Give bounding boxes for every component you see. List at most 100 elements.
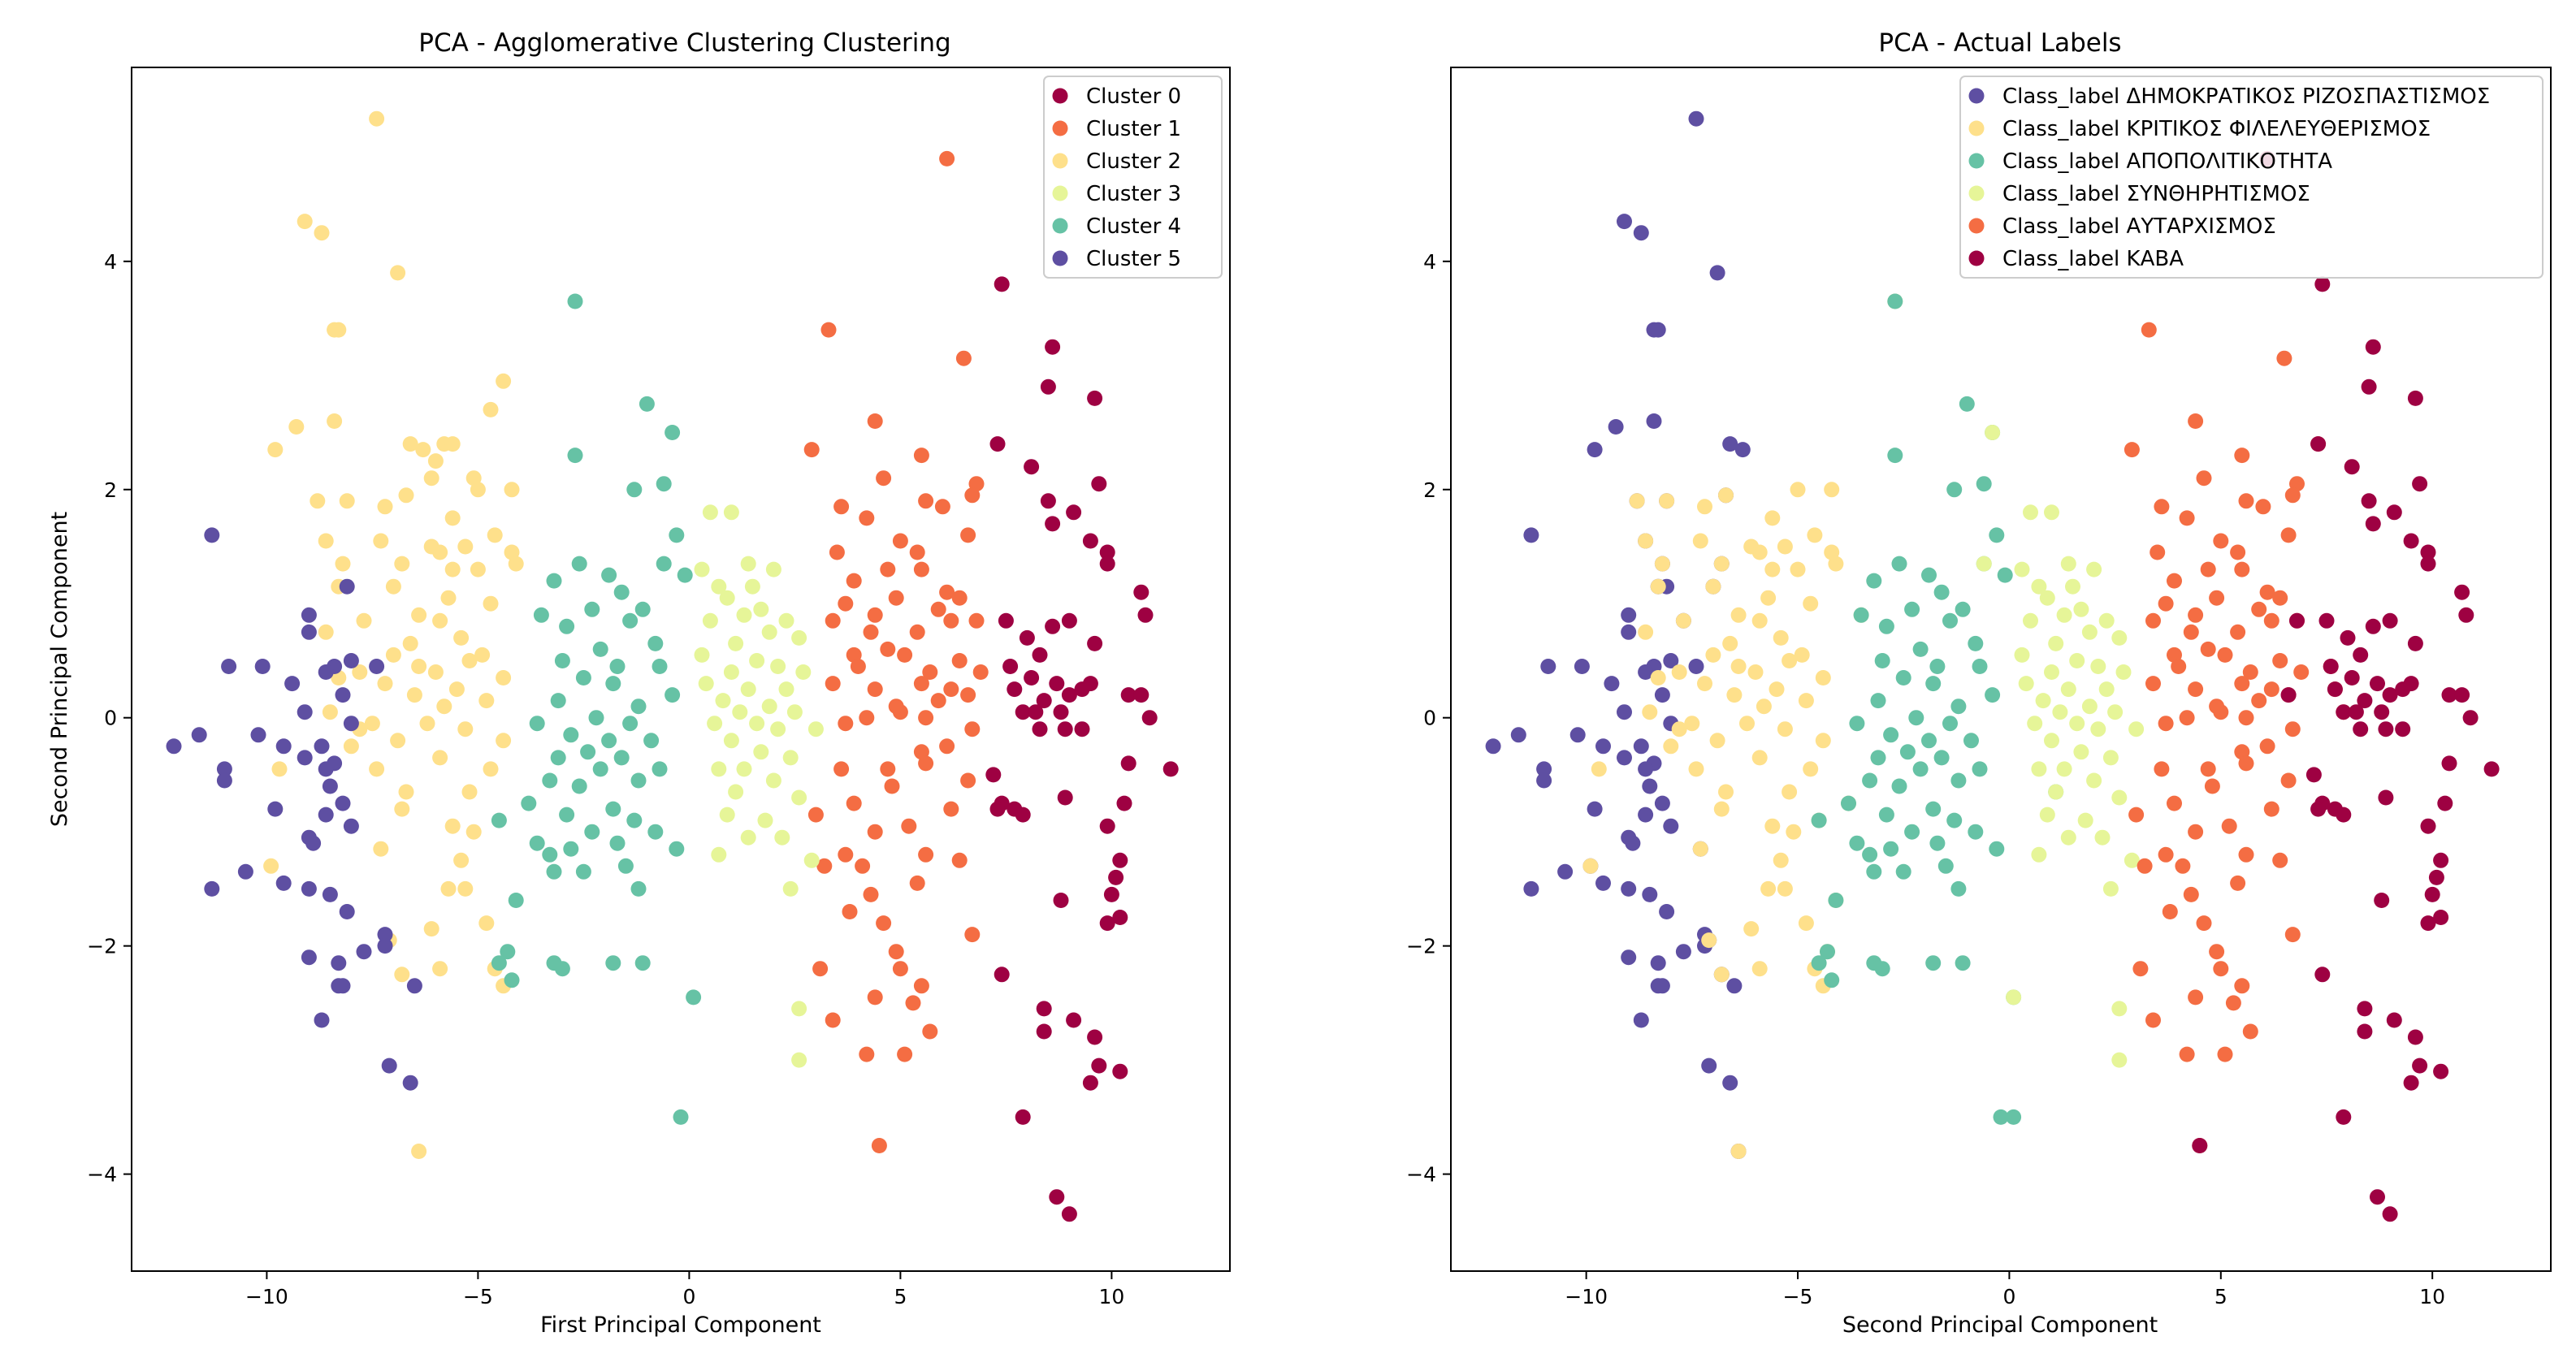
point-series-3-39 — [719, 807, 735, 823]
point-series-2-43 — [432, 612, 448, 629]
point-series-0-16 — [998, 612, 1014, 629]
point-series-4-40 — [2188, 681, 2204, 698]
point-series-5-7 — [343, 653, 359, 668]
point-series-0-59 — [1091, 1057, 1107, 1074]
point-series-1-62 — [838, 846, 854, 863]
point-series-5-34 — [2378, 721, 2394, 737]
legend-entry-4: Cluster 4 — [1086, 214, 1181, 239]
point-series-0-21 — [1002, 659, 1019, 674]
point-series-4-64 — [2238, 846, 2254, 863]
point-series-0-33 — [1642, 886, 1658, 902]
point-series-2-63 — [1955, 955, 1971, 971]
y-tick-label: −2 — [87, 935, 117, 958]
point-series-1-14 — [1828, 556, 1844, 572]
point-series-3-4 — [2086, 561, 2102, 577]
point-series-4-59 — [2263, 801, 2279, 817]
point-series-2-85 — [432, 961, 448, 977]
point-series-0-32 — [1621, 880, 1637, 897]
point-series-4-20 — [554, 653, 570, 668]
point-series-5-17 — [2365, 618, 2381, 634]
point-series-3-28 — [707, 716, 723, 732]
point-series-1-21 — [951, 590, 968, 606]
legend-marker-4 — [1052, 218, 1068, 234]
point-series-1-22 — [888, 590, 904, 606]
point-series-3-18 — [723, 664, 739, 680]
point-series-4-3 — [2234, 448, 2250, 464]
point-series-5-15 — [2458, 607, 2474, 623]
point-series-4-53 — [2200, 761, 2216, 777]
point-series-0-56 — [1608, 419, 1624, 435]
point-series-4-26 — [550, 693, 566, 709]
point-series-5-44 — [314, 1012, 330, 1028]
point-series-2-52 — [1862, 846, 1878, 863]
point-series-3-31 — [723, 733, 739, 749]
point-series-4-43 — [605, 801, 621, 817]
point-series-3-20 — [2018, 676, 2034, 692]
point-series-1-4 — [867, 413, 883, 429]
point-series-5-28 — [305, 835, 322, 851]
point-series-5-16 — [2318, 612, 2335, 629]
point-series-4-7 — [2196, 470, 2212, 487]
right-legend-frame — [1959, 76, 2544, 279]
point-series-0-10 — [1082, 533, 1098, 549]
point-series-1-60 — [901, 818, 917, 834]
left-chart-y-axis: −4 −2 0 2 4 — [87, 250, 132, 1187]
point-series-0-29 — [1638, 807, 1654, 823]
point-series-3-42 — [2094, 829, 2111, 846]
point-series-0-7 — [1663, 653, 1679, 668]
point-series-4-48 — [2179, 710, 2195, 726]
point-series-5-18 — [2340, 629, 2356, 646]
point-series-0-23 — [1642, 778, 1658, 794]
legend-entry-2: Cluster 2 — [1086, 149, 1181, 174]
point-series-2-37 — [1912, 761, 1929, 777]
point-series-2-20 — [1874, 653, 1890, 668]
point-series-4-66 — [2272, 852, 2288, 868]
point-series-4-29 — [2183, 624, 2199, 640]
point-series-1-31 — [1782, 653, 1798, 668]
left-chart-title: PCA - Agglomerative Clustering Clusterin… — [418, 28, 950, 58]
point-series-2-77 — [453, 852, 470, 868]
point-series-1-77 — [905, 995, 921, 1011]
point-series-1-49 — [1663, 738, 1679, 755]
point-series-0-34 — [1523, 880, 1539, 897]
point-series-0-43 — [989, 801, 1006, 817]
point-series-2-44 — [318, 624, 334, 640]
point-series-2-30 — [457, 538, 474, 555]
point-series-1-40 — [1798, 693, 1814, 709]
point-series-0-34 — [1057, 721, 1073, 737]
point-series-5-58 — [2407, 1029, 2423, 1045]
point-series-1-60 — [1582, 858, 1599, 874]
point-series-2-16 — [423, 470, 439, 487]
point-series-0-42 — [1654, 978, 1670, 994]
point-series-2-5 — [1976, 476, 1992, 492]
point-series-0-11 — [1654, 687, 1670, 703]
point-series-0-30 — [1053, 704, 1069, 720]
point-series-2-62 — [419, 716, 435, 732]
point-series-0-12 — [1617, 704, 1632, 720]
point-series-3-4 — [765, 561, 781, 577]
point-series-1-53 — [880, 761, 896, 777]
point-series-4-29 — [529, 716, 545, 732]
point-series-0-49 — [1108, 869, 1124, 885]
point-series-4-50 — [2259, 738, 2275, 755]
point-series-2-18 — [470, 482, 486, 498]
point-series-4-36 — [2171, 659, 2187, 674]
point-series-2-23 — [377, 499, 393, 515]
point-series-4-38 — [652, 761, 668, 777]
point-series-4-49 — [647, 824, 664, 840]
point-series-1-21 — [1760, 590, 1777, 606]
point-series-3-33 — [782, 750, 799, 766]
point-series-1-13 — [964, 487, 981, 504]
point-series-1-54 — [833, 761, 850, 777]
point-series-3-33 — [2102, 750, 2119, 766]
point-series-4-14 — [634, 601, 651, 617]
point-series-5-9 — [369, 659, 385, 674]
point-series-2-48 — [474, 647, 491, 663]
point-series-1-54 — [1782, 784, 1798, 800]
point-series-3-45 — [2102, 880, 2119, 897]
point-series-1-26 — [1638, 624, 1654, 640]
point-series-1-18 — [846, 573, 862, 589]
point-series-3-36 — [2086, 772, 2102, 789]
x-tick-label: 5 — [894, 1285, 907, 1308]
point-series-2-73 — [394, 801, 410, 817]
